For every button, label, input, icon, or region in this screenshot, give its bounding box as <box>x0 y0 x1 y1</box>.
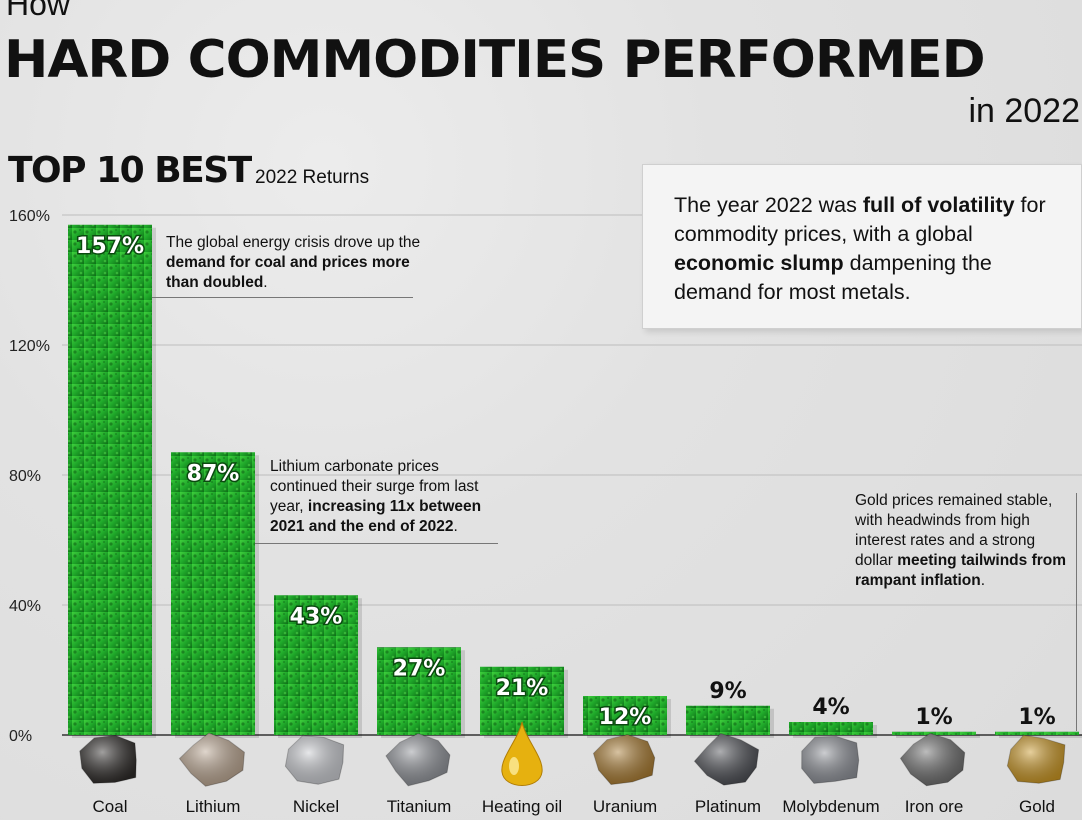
bar <box>789 722 873 735</box>
lithium-annotation-text: Lithium carbonate prices continued their… <box>270 458 479 515</box>
year-title: in 2022 <box>968 92 1080 130</box>
info-text-3: dampening the demand for most metals. <box>674 251 992 304</box>
category-label: Platinum <box>695 797 761 816</box>
category-label: Gold <box>1019 797 1055 816</box>
info-box: The year 2022 was full of volatility for… <box>642 164 1082 329</box>
uranium-icon <box>592 734 656 786</box>
bar <box>377 647 461 735</box>
category-label: Lithium <box>186 797 241 816</box>
value-label: 1% <box>1018 705 1055 730</box>
bar <box>68 224 152 735</box>
value-label: 157% <box>76 234 144 259</box>
nickel-icon <box>284 735 345 785</box>
lithium-annotation-end: . <box>453 518 458 535</box>
coal-annotation-end: . <box>263 274 268 291</box>
value-label: 21% <box>496 676 549 701</box>
bar <box>892 731 976 735</box>
gold-icon <box>1006 734 1066 784</box>
molybdenum-icon <box>801 735 860 784</box>
info-text-1: The year 2022 was <box>674 193 863 217</box>
bar <box>583 696 667 735</box>
y-tick-label: 0% <box>9 728 32 745</box>
pre-title: How <box>6 0 71 22</box>
info-text-2: for commodity prices, with a global <box>674 193 1046 246</box>
gold-annotation-text: Gold prices remained stable, with headwi… <box>855 492 1053 569</box>
lithium-annotation-line <box>255 543 498 544</box>
lithium-annotation-bold: increasing 11x between 2021 and the end … <box>270 498 482 535</box>
lithium-icon <box>178 732 245 787</box>
info-bold-2: economic slump <box>674 251 844 275</box>
coal-icon <box>79 734 137 784</box>
category-label: Iron ore <box>905 797 964 816</box>
y-tick-label: 120% <box>9 338 50 355</box>
bar-shadow <box>999 734 1082 738</box>
value-label: 87% <box>187 461 240 486</box>
value-label: 4% <box>812 695 849 720</box>
bar <box>686 705 770 735</box>
gold-annotation-line <box>1076 493 1077 731</box>
category-label: Heating oil <box>482 797 562 816</box>
section-title: TOP 10 BEST <box>8 150 252 191</box>
value-label: 12% <box>599 705 652 730</box>
iron-ore-icon <box>899 732 966 787</box>
gold-annotation: Gold prices remained stable, with headwi… <box>855 491 1067 591</box>
value-label: 1% <box>915 705 952 730</box>
category-label: Molybdenum <box>782 797 879 816</box>
lithium-annotation: Lithium carbonate prices continued their… <box>270 457 510 537</box>
coal-annotation-text: The global energy crisis drove up the <box>166 234 421 251</box>
category-label: Titanium <box>387 797 452 816</box>
y-tick-label: 160% <box>9 208 50 225</box>
value-label: 9% <box>709 679 746 704</box>
gold-annotation-bold: meeting tailwinds from rampant inflation <box>855 552 1067 589</box>
info-bold-1: full of volatility <box>862 193 1015 217</box>
category-label: Nickel <box>293 797 339 816</box>
coal-annotation-bold: demand for coal and prices more than dou… <box>166 254 410 291</box>
gold-annotation-end: . <box>980 572 986 589</box>
coal-annotation: The global energy crisis drove up the de… <box>166 233 426 293</box>
y-tick-label: 80% <box>9 468 41 485</box>
y-tick-label: 40% <box>9 598 41 615</box>
platinum-icon <box>693 732 760 786</box>
coal-annotation-line <box>152 297 413 298</box>
titanium-icon <box>385 733 451 787</box>
bar <box>274 595 358 735</box>
value-label: 27% <box>393 656 446 681</box>
category-label: Coal <box>93 797 128 816</box>
category-label: Uranium <box>593 797 657 816</box>
main-title: HARD COMMODITIES PERFORMED <box>4 30 986 90</box>
bar <box>171 452 255 735</box>
value-label: 43% <box>290 604 343 629</box>
section-subtitle: 2022 Returns <box>255 167 370 188</box>
bar <box>995 731 1079 735</box>
oil-drop-icon <box>501 721 543 786</box>
